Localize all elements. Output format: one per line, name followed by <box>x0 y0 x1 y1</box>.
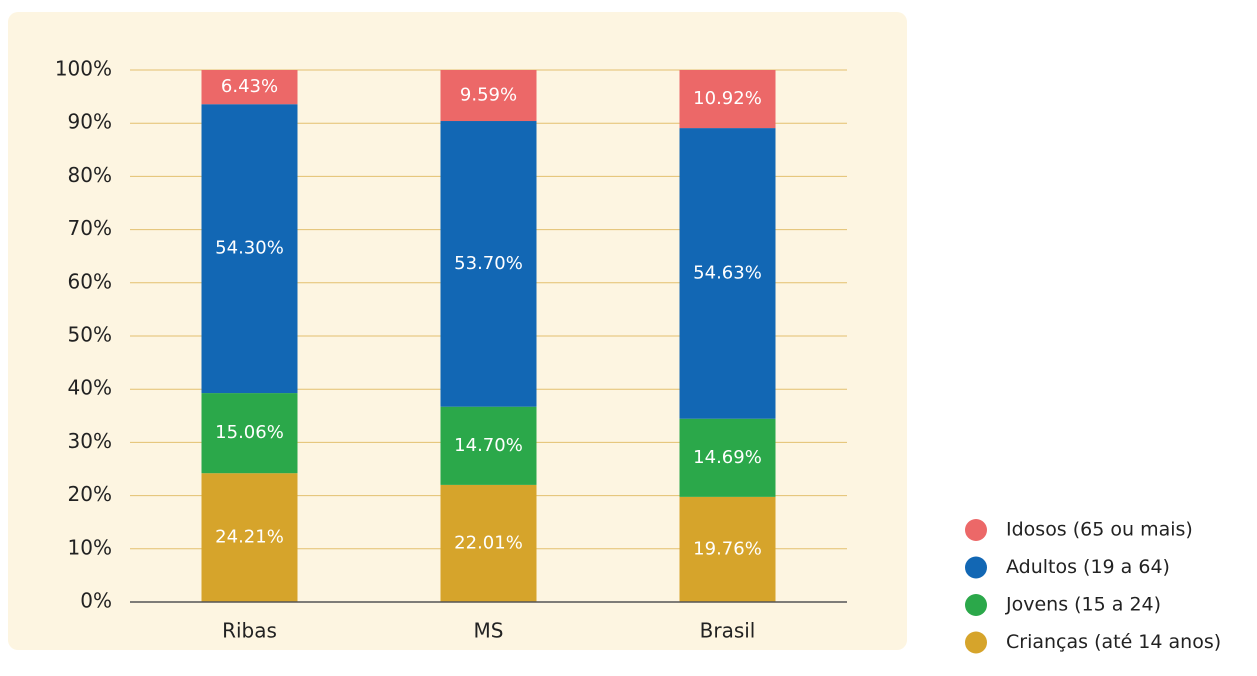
value-label: 54.30% <box>215 238 284 259</box>
x-tick-label: Brasil <box>700 619 756 643</box>
value-label: 22.01% <box>454 532 523 553</box>
bar-segment <box>679 496 776 602</box>
legend-label: Adultos (19 a 64) <box>1006 556 1170 578</box>
y-tick-label: 40% <box>68 376 112 400</box>
bar-segment <box>440 121 537 407</box>
y-tick-label: 20% <box>68 482 112 506</box>
legend-swatch <box>965 556 987 579</box>
value-label: 10.92% <box>693 88 762 109</box>
bar-segment <box>440 70 537 122</box>
value-label: 6.43% <box>221 76 278 97</box>
legend-swatch <box>965 631 987 654</box>
bar-segment <box>679 128 776 419</box>
legend-label: Crianças (até 14 anos) <box>1006 631 1221 653</box>
value-label: 19.76% <box>693 538 762 559</box>
y-tick-label: 0% <box>80 589 112 613</box>
legend-label: Idosos (65 ou mais) <box>1006 519 1193 541</box>
bar-segment <box>679 70 776 129</box>
bar-segment <box>440 406 537 485</box>
y-tick-label: 90% <box>68 110 112 134</box>
value-label: 14.69% <box>693 447 762 468</box>
bar-segment <box>201 393 298 474</box>
value-label: 9.59% <box>460 85 517 106</box>
y-tick-label: 100% <box>55 57 112 81</box>
value-label: 53.70% <box>454 253 523 274</box>
value-label: 24.21% <box>215 527 284 548</box>
value-label: 54.63% <box>693 262 762 283</box>
y-tick-label: 50% <box>68 323 112 347</box>
bar-segment <box>679 418 776 497</box>
legend-label: Jovens (15 a 24) <box>1005 594 1161 616</box>
value-label: 14.70% <box>454 435 523 456</box>
bar-segment <box>201 104 298 394</box>
legend-swatch <box>965 519 987 541</box>
bar-segment <box>440 484 537 602</box>
x-tick-label: MS <box>474 619 504 643</box>
y-tick-label: 10% <box>68 535 112 559</box>
x-tick-label: Ribas <box>222 619 277 643</box>
y-tick-label: 30% <box>68 429 112 453</box>
y-tick-label: 80% <box>68 163 112 187</box>
legend-swatch <box>965 594 987 616</box>
y-tick-label: 60% <box>68 269 112 293</box>
bar-segment <box>201 473 298 602</box>
value-label: 15.06% <box>215 422 284 443</box>
bar-segment <box>201 70 298 105</box>
y-tick-label: 70% <box>68 216 112 240</box>
